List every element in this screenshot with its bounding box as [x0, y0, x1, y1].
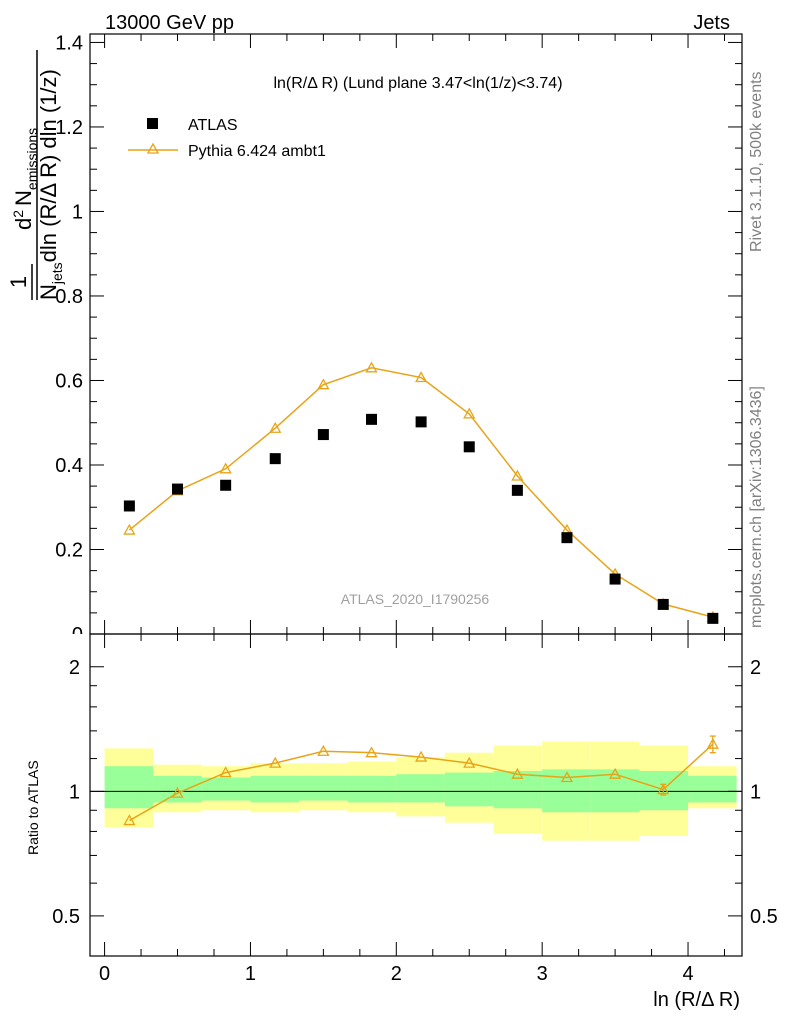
pythia-line: [128, 367, 714, 618]
legend: ATLAS Pythia 6.424 ambt1: [128, 117, 326, 160]
x-tick-label: 1: [245, 963, 256, 985]
ratio-pythia-point: [657, 783, 670, 795]
x-tick-label: 2: [391, 963, 402, 985]
atlas-point: [511, 484, 523, 496]
legend-pythia-marker: [146, 142, 160, 154]
band-inner-bin: [104, 766, 154, 809]
ratio-pythia-point: [511, 767, 524, 779]
ylabel-jets-sub: jets: [49, 262, 65, 285]
y-zero-label-clip: 0: [72, 624, 83, 646]
y-tick-label: 0.6: [55, 370, 83, 392]
ratio-y-tick-label-left: 0.5: [52, 906, 80, 928]
ylabel-rest: dln (R/Δ R) dln (1/z): [36, 69, 61, 262]
side-label-top: Rivet 3.1.10, 500k events: [748, 71, 765, 252]
analysis-id: ATLAS_2020_I1790256: [341, 591, 490, 607]
ylabel-n-jets: N: [36, 284, 61, 300]
ratio-pythia-point: [269, 756, 282, 768]
ylabel-n: N: [11, 190, 36, 206]
y-tick-label: 1.4: [55, 32, 83, 54]
ratio-panel: Ratio to ATLAS ln (R/Δ R) 0 1 2 3 4 0.5 0.5 1 1 2…: [25, 633, 778, 1011]
atlas-point: [220, 479, 232, 491]
atlas-point: [657, 598, 669, 610]
ratio-ylabel: Ratio to ATLAS: [25, 760, 41, 855]
band-inner-bin: [299, 775, 348, 801]
x-axis-label: ln (R/Δ R): [653, 989, 740, 1011]
legend-pythia-label: Pythia 6.424 ambt1: [188, 143, 326, 160]
ylabel-one: 1: [6, 276, 31, 288]
ratio-pythia-point: [415, 750, 428, 762]
pythia-point: [123, 523, 136, 535]
ratio-pythia-point: [219, 766, 232, 778]
band-inner-bin: [688, 775, 737, 803]
band-inner-bin: [444, 772, 494, 807]
band-inner-bin: [250, 775, 300, 803]
ylabel-emissions-sub: emissions: [24, 128, 40, 190]
ratio-y-tick-label-left: 2: [69, 657, 80, 679]
ratio-pythia-point: [365, 746, 378, 758]
energy-label: 13000 GeV pp: [105, 12, 234, 34]
pythia-point: [219, 462, 232, 474]
ratio-pythia-line: [129, 743, 714, 822]
atlas-point: [707, 612, 719, 624]
ratio-pythia-point: [463, 756, 476, 768]
ratio-pythia-point: [171, 786, 184, 798]
band-inner-bin: [396, 774, 445, 803]
ratio-y-tick-label-right: 1: [750, 781, 761, 803]
y-tick-label: 0.4: [55, 455, 83, 477]
band-inner-bin: [590, 769, 640, 813]
ylabel-d: d: [11, 218, 36, 230]
atlas-point: [463, 441, 475, 453]
ratio-pythia-point: [123, 814, 136, 826]
ratio-pythia-point: [706, 737, 719, 749]
x-tick-label: 3: [537, 963, 548, 985]
x-tick-label: 0: [99, 963, 110, 985]
legend-atlas-label: ATLAS: [188, 117, 238, 134]
ratio-pythia-point: [608, 767, 622, 779]
ratio-frame: [89, 633, 743, 957]
ylabel-denominator: Njetsdln (R/Δ R) dln (1/z): [36, 69, 65, 300]
atlas-point: [561, 532, 573, 544]
pythia-point: [365, 361, 378, 373]
main-panel: ln(R/Δ R) (Lund plane 3.47<ln(1/z)<3.74)…: [6, 32, 743, 646]
ratio-y-tick-label-left: 1: [69, 781, 80, 803]
main-title: ln(R/Δ R) (Lund plane 3.47<ln(1/z)<3.74): [273, 75, 562, 92]
pythia-point: [463, 407, 476, 419]
ylabel-d-sq: 2: [10, 210, 26, 218]
ratio-pythia-point: [317, 744, 330, 756]
ratio-y-tick-label-right: 0.5: [750, 906, 778, 928]
legend-atlas-marker: [147, 118, 158, 129]
side-label-bottom: mcplots.cern.ch [arXiv:1306.3436]: [748, 386, 765, 628]
atlas-point: [317, 429, 329, 441]
x-tick-label: 4: [682, 963, 693, 985]
pythia-point: [511, 469, 524, 481]
band-inner-bin: [201, 777, 251, 801]
atlas-point: [415, 416, 427, 428]
atlas-point: [123, 500, 135, 512]
ratio-pythia-point: [560, 771, 574, 783]
pythia-point: [317, 378, 330, 390]
y-tick-label-zero: 0: [72, 624, 83, 646]
pythia-point: [269, 421, 282, 433]
atlas-point: [366, 413, 378, 425]
y-tick-label: 0.2: [55, 539, 83, 561]
category-label: Jets: [693, 12, 730, 34]
atlas-point: [172, 483, 184, 495]
ylabel-numerator: d2 Nemissions: [10, 128, 40, 230]
atlas-point: [269, 453, 281, 465]
ylabel-upper: d2 Nemissions: [10, 50, 40, 300]
pythia-point: [415, 371, 428, 383]
y-tick-label: 1.2: [55, 117, 83, 139]
y-tick-label: 0.8: [55, 286, 83, 308]
ratio-y-tick-label-right: 2: [750, 657, 761, 679]
atlas-point: [609, 573, 621, 585]
band-inner-bin: [493, 770, 543, 809]
band-inner-bin: [347, 775, 397, 803]
y-tick-label: 1: [72, 201, 83, 223]
